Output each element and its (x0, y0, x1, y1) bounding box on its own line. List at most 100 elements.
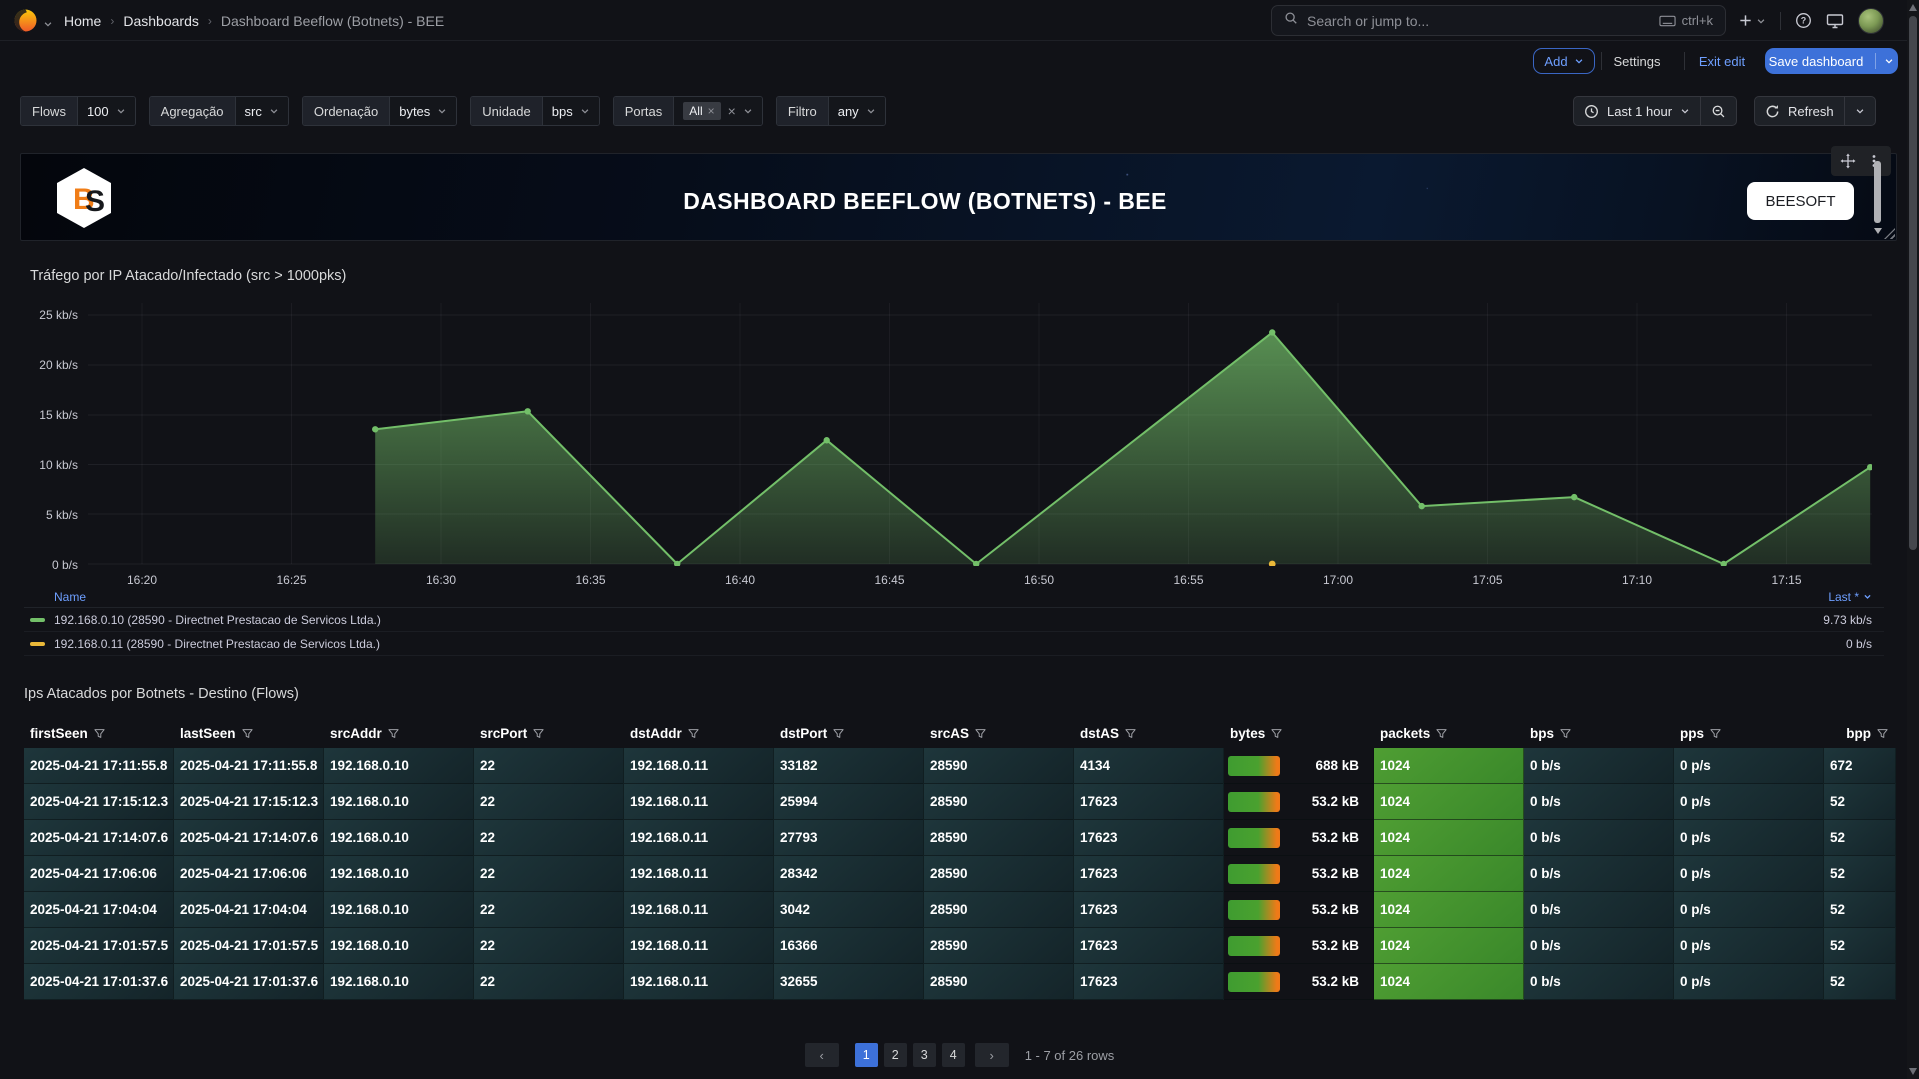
column-header-dstPort[interactable]: dstPort (774, 718, 924, 748)
table-cell-dstAddr: 192.168.0.11 (624, 820, 774, 856)
time-picker-group: Last 1 hour (1573, 96, 1737, 126)
scrollbar-down-arrow[interactable] (1909, 1068, 1917, 1075)
legend-name-header[interactable]: Name (54, 590, 86, 604)
filter-icon[interactable] (975, 728, 986, 739)
panel-resize-handle[interactable] (1884, 228, 1895, 239)
chevron-down-icon[interactable] (269, 106, 279, 116)
time-series-chart[interactable] (88, 303, 1872, 566)
table-cell-srcAS: 28590 (924, 928, 1074, 964)
page-button-4[interactable]: 4 (942, 1043, 965, 1067)
bytes-gauge-bar (1228, 900, 1280, 920)
column-header-bps[interactable]: bps (1524, 718, 1674, 748)
panel-scrollbar-down-arrow[interactable] (1874, 228, 1882, 234)
column-header-dstAddr[interactable]: dstAddr (624, 718, 774, 748)
column-header-firstSeen[interactable]: firstSeen (24, 718, 174, 748)
search-input[interactable]: Search or jump to... ctrl+k (1271, 5, 1726, 36)
add-button[interactable]: Add (1533, 48, 1595, 74)
filter-icon[interactable] (1436, 728, 1447, 739)
refresh-button[interactable]: Refresh (1755, 97, 1844, 125)
filter-icon[interactable] (242, 728, 253, 739)
x-tick-label: 17:05 (1472, 573, 1502, 587)
y-tick-label: 15 kb/s (26, 408, 78, 422)
filter-icon[interactable] (388, 728, 399, 739)
filter-value-dropdown[interactable]: bps (543, 97, 599, 125)
beesoft-button[interactable]: BEESOFT (1747, 182, 1854, 220)
column-header-bpp[interactable]: bpp (1824, 718, 1896, 748)
filter-icon[interactable] (1560, 728, 1571, 739)
chevron-down-icon[interactable] (743, 106, 753, 116)
page-button-1[interactable]: 1 (855, 1043, 878, 1067)
data-point[interactable] (525, 408, 531, 414)
next-page-button[interactable]: › (975, 1043, 1009, 1067)
data-point[interactable] (1571, 494, 1577, 500)
series-color-swatch (30, 642, 45, 646)
filter-value-dropdown[interactable]: 100 (78, 97, 135, 125)
panel-move-icon[interactable] (1835, 148, 1861, 174)
data-point[interactable] (824, 437, 830, 443)
column-header-srcAS[interactable]: srcAS (924, 718, 1074, 748)
kiosk-mode-button[interactable] (1826, 13, 1844, 29)
chevron-down-icon[interactable] (116, 106, 126, 116)
series-label: 192.168.0.11 (28590 - Directnet Prestaca… (54, 637, 380, 651)
legend-row[interactable]: 192.168.0.11 (28590 - Directnet Prestaca… (24, 632, 1884, 656)
legend-value-header[interactable]: Last * (1828, 590, 1872, 604)
table-cell-lastSeen: 2025-04-21 17:04:04 (174, 892, 324, 928)
panel-scrollbar-thumb[interactable] (1874, 161, 1881, 223)
table-cell-pps: 0 p/s (1674, 784, 1824, 820)
column-header-pps[interactable]: pps (1674, 718, 1824, 748)
save-dashboard-button[interactable]: Save dashboard (1765, 48, 1898, 74)
filter-icon[interactable] (94, 728, 105, 739)
table-cell-dstAS: 17623 (1074, 928, 1224, 964)
user-avatar[interactable] (1858, 8, 1884, 34)
settings-button[interactable]: Settings (1607, 48, 1667, 74)
chevron-down-icon[interactable] (437, 106, 447, 116)
new-menu-button[interactable] (1738, 13, 1766, 28)
page-button-2[interactable]: 2 (884, 1043, 907, 1067)
filter-icon[interactable] (1877, 728, 1888, 739)
exit-edit-button[interactable]: Exit edit (1694, 48, 1750, 74)
refresh-group: Refresh (1754, 96, 1876, 126)
filter-icon[interactable] (688, 728, 699, 739)
data-point[interactable] (1419, 503, 1425, 509)
toolbar-divider (1601, 52, 1602, 70)
filter-chip[interactable]: All× (683, 102, 720, 120)
help-button[interactable]: ? (1795, 12, 1812, 29)
prev-page-button[interactable]: ‹ (805, 1043, 839, 1067)
column-header-packets[interactable]: packets (1374, 718, 1524, 748)
column-header-lastSeen[interactable]: lastSeen (174, 718, 324, 748)
chevron-down-icon[interactable] (580, 106, 590, 116)
filter-value-dropdown[interactable]: any (829, 97, 885, 125)
scrollbar-up-arrow[interactable] (1909, 4, 1917, 11)
x-tick-label: 16:40 (725, 573, 755, 587)
grafana-logo-icon[interactable] (12, 7, 39, 34)
chip-remove-icon[interactable]: × (708, 104, 715, 118)
clear-all-icon[interactable]: × (728, 103, 736, 119)
filter-icon[interactable] (533, 728, 544, 739)
breadcrumb-home[interactable]: Home (64, 13, 101, 29)
filter-icon[interactable] (1271, 728, 1282, 739)
filter-icon[interactable] (1710, 728, 1721, 739)
org-switcher-chevron-icon[interactable] (43, 16, 53, 34)
time-range-picker[interactable]: Last 1 hour (1574, 97, 1700, 125)
filter-icon[interactable] (1125, 728, 1136, 739)
column-header-dstAS[interactable]: dstAS (1074, 718, 1224, 748)
refresh-interval-dropdown[interactable] (1845, 97, 1875, 125)
column-header-srcPort[interactable]: srcPort (474, 718, 624, 748)
breadcrumb-dashboards[interactable]: Dashboards (123, 13, 199, 29)
filter-icon[interactable] (833, 728, 844, 739)
scrollbar-thumb[interactable] (1909, 16, 1917, 550)
data-point[interactable] (1269, 329, 1275, 335)
column-header-srcAddr[interactable]: srcAddr (324, 718, 474, 748)
zoom-out-button[interactable] (1701, 97, 1736, 125)
filter-value-dropdown[interactable]: All×× (674, 97, 762, 125)
filter-value-dropdown[interactable]: src (236, 97, 288, 125)
filter-value-dropdown[interactable]: bytes (390, 97, 456, 125)
page-button-3[interactable]: 3 (913, 1043, 936, 1067)
bytes-gauge-bar (1228, 756, 1280, 776)
legend-row[interactable]: 192.168.0.10 (28590 - Directnet Prestaca… (24, 608, 1884, 632)
table-cell-bpp: 52 (1824, 820, 1896, 856)
column-header-bytes[interactable]: bytes (1224, 718, 1374, 748)
table-cell-packets: 1024 (1374, 748, 1524, 784)
data-point[interactable] (372, 426, 378, 432)
chevron-down-icon[interactable] (866, 106, 876, 116)
